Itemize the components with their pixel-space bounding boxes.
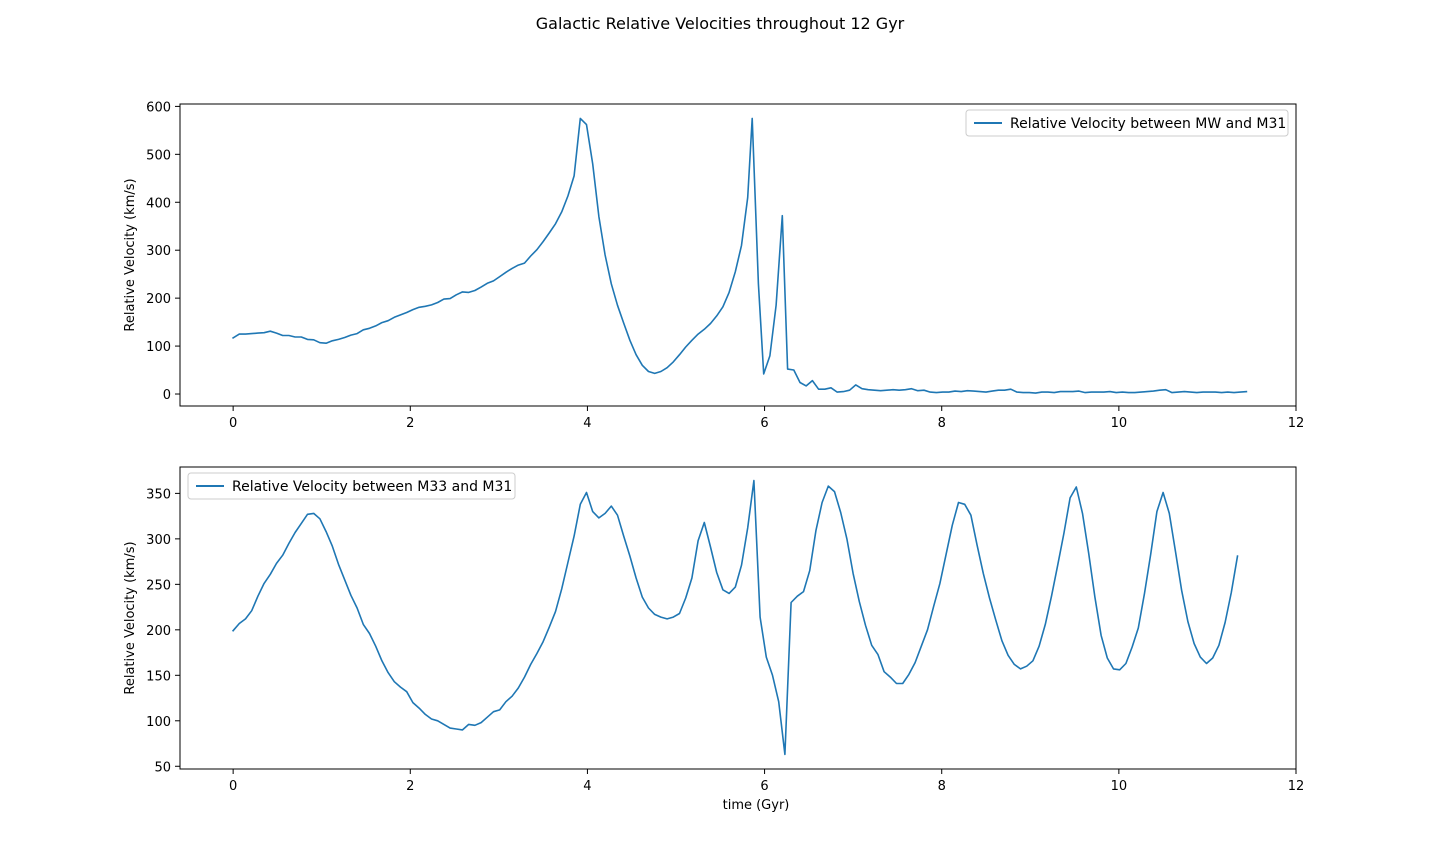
y-tick-label: 200 [146,624,171,639]
y-tick-label: 150 [146,669,171,684]
legend-label: Relative Velocity between MW and M31 [1010,116,1286,132]
x-tick-label: 2 [406,416,414,431]
plot-frame [179,103,1297,407]
y-tick-label: 0 [163,388,171,403]
y-tick-label: 300 [146,533,171,548]
x-tick-label: 2 [406,779,414,794]
y-tick-label: 500 [146,148,171,163]
x-axis-label: time (Gyr) [723,798,790,813]
velocity-panel-mw-m31: 0 2 4 6 8 10 12 0 100 200 300 400 500 600 Relative Vel… [123,100,1304,431]
x-tick-label: 8 [938,416,946,431]
x-tick-label: 10 [1111,416,1128,431]
y-tick-label: 400 [146,196,171,211]
x-tick-label: 8 [938,779,946,794]
series-line [231,117,1248,394]
y-tick-label: 350 [146,487,171,502]
legend-label: Relative Velocity between M33 and M31 [232,479,512,495]
x-tick-label: 10 [1111,779,1128,794]
legend-box [965,109,1289,137]
x-tick-label: 6 [760,416,768,431]
y-tick-label: 100 [146,340,171,355]
x-tick-label: 0 [229,416,237,431]
velocity-panel-m33-m31: 0 2 4 6 8 10 12 50 100 150 200 250 300 350 Relative Ve… [123,466,1305,813]
y-tick-label: 200 [146,292,171,307]
y-tick-label: 300 [146,244,171,259]
plot-frame [179,466,1297,770]
x-tick-label: 0 [229,779,237,794]
y-tick-label: 250 [146,578,171,593]
x-tick-label: 6 [760,779,768,794]
legend: Relative Velocity between MW and M31 [965,109,1289,137]
y-axis-label: Relative Velocity (km/s) [123,178,138,331]
y-tick-label: 600 [146,100,171,115]
y-axis-label: Relative Velocity (km/s) [123,541,138,694]
x-tick-label: 12 [1288,416,1305,431]
legend-box [187,472,516,500]
x-tick-label: 4 [583,779,591,794]
y-tick-label: 50 [154,760,171,775]
figure-title: Galactic Relative Velocities throughout … [536,14,905,33]
legend: Relative Velocity between M33 and M31 [187,472,516,500]
y-tick-label: 100 [146,715,171,730]
x-tick-label: 12 [1288,779,1305,794]
x-tick-label: 4 [583,416,591,431]
series-line [231,479,1239,756]
